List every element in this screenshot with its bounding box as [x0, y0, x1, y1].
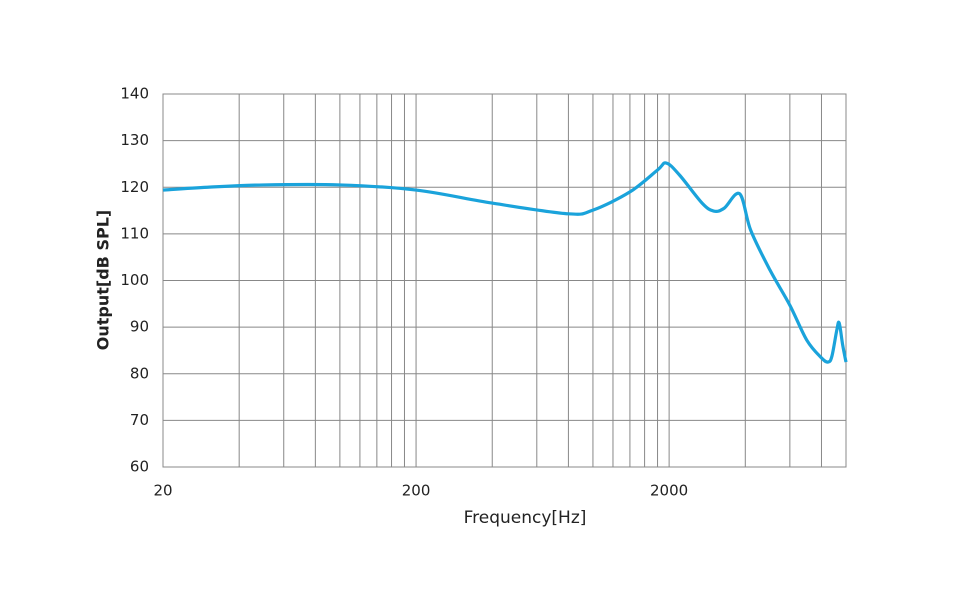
y-tick-label: 120	[120, 178, 149, 196]
y-tick-label: 60	[130, 458, 149, 476]
y-tick-label: 70	[130, 411, 149, 429]
response-curve	[162, 161, 848, 364]
y-tick-label: 90	[130, 318, 149, 336]
y-axis-label: Output[dB SPL]	[94, 210, 113, 350]
x-tick-label: 200	[402, 482, 431, 500]
x-axis-label: Frequency[Hz]	[464, 508, 587, 528]
y-tick-label: 140	[120, 85, 149, 103]
x-tick-label: 20	[153, 482, 172, 500]
y-tick-label: 100	[120, 271, 149, 289]
y-tick-label: 110	[120, 224, 149, 242]
y-tick-label: 130	[120, 131, 149, 149]
plot-border	[162, 93, 847, 468]
x-tick-label: 2000	[650, 482, 688, 500]
y-tick-label: 80	[130, 364, 149, 382]
